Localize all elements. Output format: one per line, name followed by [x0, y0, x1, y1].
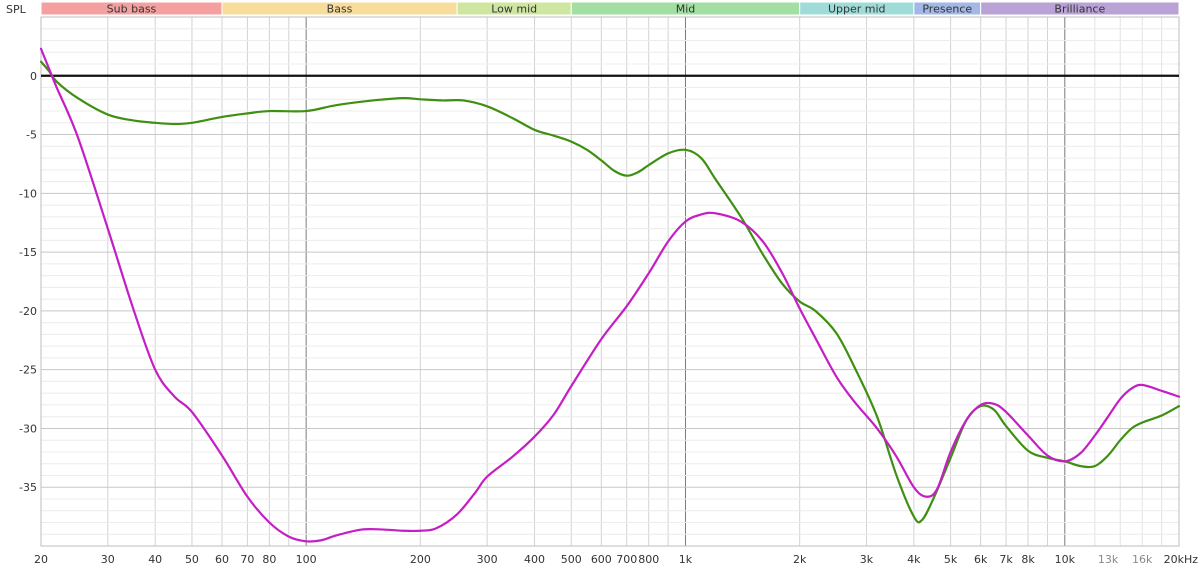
x-tick-label: 700 — [616, 553, 637, 566]
x-tick-label: 800 — [638, 553, 659, 566]
band-label-1: Bass — [327, 3, 353, 16]
band-label-2: Low mid — [491, 3, 537, 16]
y-axis-label: SPL — [6, 3, 27, 16]
y-tick-labels: 0 -5 -10 -15 -20 -25 -30 -35 — [19, 70, 37, 494]
x-tick-label: 5k — [944, 553, 958, 566]
x-tick-label: 4k — [907, 553, 921, 566]
y-tick-label: -5 — [26, 129, 37, 142]
x-tick-label: 200 — [410, 553, 431, 566]
y-tick-label: -10 — [19, 187, 37, 200]
band-6 — [980, 1, 1180, 16]
x-tick-label: 80 — [262, 553, 276, 566]
x-tick-labels: 20 30 40 50 60 70 80 100 200 300 400 500 600 700 800 1k… — [34, 553, 1198, 566]
x-tick-label: 6k — [974, 553, 988, 566]
band-label-3: Mid — [676, 3, 696, 16]
band-label-0: Sub bass — [107, 3, 157, 16]
y-tick-label: 0 — [30, 70, 37, 83]
x-tick-label: 30 — [101, 553, 115, 566]
x-tick-label: 300 — [477, 553, 498, 566]
x-tick-label: 2k — [793, 553, 807, 566]
y-tick-label: -25 — [19, 364, 37, 377]
x-tick-label: 20 — [34, 553, 48, 566]
series-line-0 — [39, 60, 1181, 524]
y-tick-label: -20 — [19, 305, 37, 318]
x-tick-label: 600 — [591, 553, 612, 566]
y-tick-label: -15 — [19, 246, 37, 259]
x-tick-label: 400 — [524, 553, 545, 566]
x-tick-label: 60 — [215, 553, 229, 566]
x-tick-label: 16k — [1132, 553, 1153, 566]
y-tick-label: -35 — [19, 481, 37, 494]
band-label-6: Brilliance — [1054, 3, 1105, 16]
x-tick-label: 8k — [1021, 553, 1035, 566]
x-tick-label: 20kHz — [1164, 553, 1199, 566]
frequency-bands: Sub bass Bass Low mid Mid Upper mid Presence B… — [40, 1, 1180, 16]
x-tick-label: 3k — [860, 553, 874, 566]
band-label-5: Presence — [922, 3, 972, 16]
x-tick-label: 7k — [999, 553, 1013, 566]
band-label-4: Upper mid — [828, 3, 886, 16]
plot-border — [40, 16, 1180, 547]
x-tick-label: 1k — [679, 553, 693, 566]
x-tick-label: 500 — [561, 553, 582, 566]
x-tick-label: 100 — [296, 553, 317, 566]
x-tick-label: 70 — [240, 553, 254, 566]
series-line-1 — [39, 47, 1181, 543]
grid-lines — [40, 16, 1180, 547]
x-tick-label: 40 — [148, 553, 162, 566]
x-tick-label: 13k — [1098, 553, 1119, 566]
y-tick-label: -30 — [19, 422, 37, 435]
x-tick-label: 10k — [1055, 553, 1076, 566]
x-tick-label: 50 — [185, 553, 199, 566]
series-lines — [39, 47, 1181, 543]
